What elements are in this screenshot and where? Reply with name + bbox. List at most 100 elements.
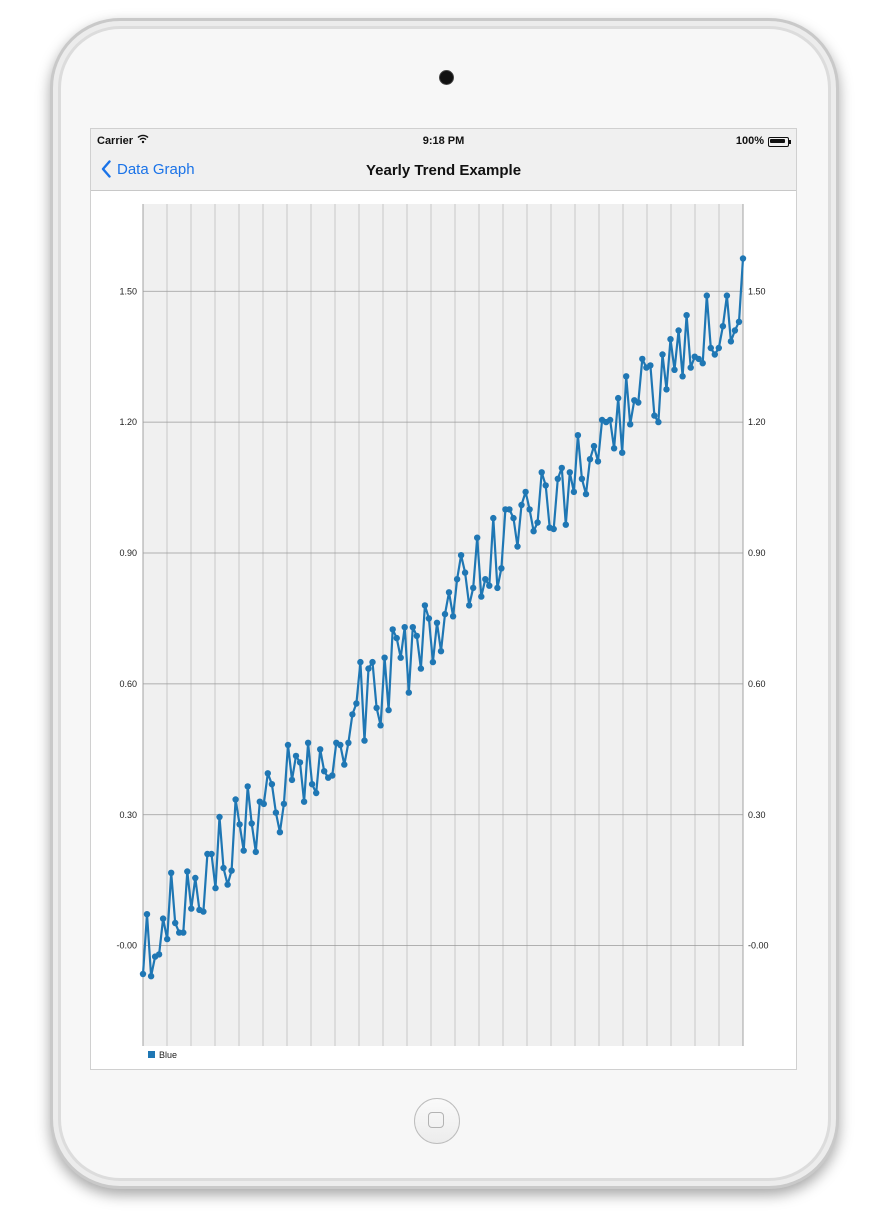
data-point	[288, 776, 296, 784]
data-point	[220, 864, 227, 872]
back-button-label: Data Graph	[117, 160, 195, 178]
data-point	[417, 665, 425, 672]
data-point	[687, 364, 694, 371]
data-point	[168, 869, 175, 876]
data-point	[711, 351, 718, 358]
data-point	[212, 884, 219, 892]
camera-icon	[440, 71, 453, 84]
home-square-icon	[428, 1112, 444, 1128]
data-point	[143, 911, 151, 918]
data-point	[590, 442, 598, 450]
data-point	[300, 798, 308, 805]
data-point	[224, 881, 231, 888]
y-tick-label-right: 1.50	[748, 286, 766, 296]
data-point	[252, 848, 259, 856]
data-point	[538, 469, 545, 476]
data-point	[236, 821, 243, 828]
status-bar: Carrier 9:18 PM 100%	[91, 129, 796, 153]
y-tick-label-left: -0.00	[116, 941, 137, 951]
data-point	[429, 658, 437, 666]
data-point	[345, 739, 352, 746]
y-tick-label-right: 0.60	[748, 679, 766, 689]
data-point	[280, 800, 288, 808]
legend-swatch	[148, 1051, 155, 1058]
data-point	[615, 394, 622, 402]
data-point	[727, 338, 735, 345]
data-point	[683, 312, 690, 319]
data-point	[474, 534, 481, 541]
data-point	[478, 593, 485, 600]
data-point	[550, 525, 557, 533]
data-point	[304, 739, 312, 746]
data-point	[421, 602, 429, 609]
data-point	[655, 418, 662, 426]
data-point	[679, 373, 686, 380]
data-point	[397, 654, 404, 661]
data-point	[365, 665, 372, 672]
home-button[interactable]	[414, 1098, 460, 1144]
data-point	[542, 482, 549, 489]
data-point	[276, 829, 284, 836]
data-point	[651, 412, 658, 419]
data-point	[445, 589, 453, 596]
data-point	[381, 654, 388, 661]
data-point	[663, 386, 670, 393]
data-point	[723, 292, 731, 299]
data-point	[401, 624, 408, 631]
data-point	[554, 475, 561, 482]
data-point	[578, 475, 586, 482]
data-point	[385, 706, 392, 714]
data-point	[498, 565, 505, 572]
data-point	[594, 458, 602, 465]
data-point	[228, 867, 235, 874]
data-point	[180, 929, 187, 936]
data-point	[739, 255, 747, 262]
data-point	[425, 615, 433, 622]
data-point	[377, 722, 384, 729]
data-point	[313, 789, 320, 797]
data-point	[188, 905, 195, 912]
data-point	[627, 421, 634, 428]
data-point	[147, 973, 155, 980]
back-button[interactable]: Data Graph	[101, 160, 195, 178]
data-point	[703, 292, 710, 299]
data-point	[735, 318, 743, 325]
data-point	[731, 327, 739, 334]
data-point	[341, 761, 348, 768]
data-point	[639, 355, 646, 363]
screen: Carrier 9:18 PM 100% Data Graph Yearly T…	[90, 128, 797, 1070]
data-point	[232, 796, 239, 803]
battery-percent: 100%	[735, 135, 764, 147]
data-point	[268, 781, 276, 788]
data-point	[248, 820, 255, 827]
data-point	[530, 528, 537, 535]
data-point	[619, 449, 626, 456]
data-point	[409, 624, 416, 631]
data-point	[514, 543, 521, 550]
data-point	[510, 514, 517, 522]
page-title: Yearly Trend Example	[365, 162, 522, 179]
data-point	[296, 759, 304, 766]
data-point	[715, 344, 722, 352]
data-point	[486, 582, 493, 589]
data-point	[482, 576, 489, 583]
data-point	[518, 501, 525, 509]
data-point	[699, 360, 706, 367]
y-tick-label-left: 0.90	[119, 548, 137, 558]
data-point	[337, 741, 344, 749]
data-point	[413, 632, 420, 640]
data-point	[437, 648, 445, 655]
data-point	[172, 919, 179, 927]
y-tick-label-left: 0.30	[119, 810, 137, 820]
data-point	[635, 399, 642, 406]
data-point	[534, 519, 541, 526]
data-point	[272, 809, 280, 816]
data-point	[308, 781, 316, 788]
data-point	[369, 658, 376, 666]
data-point	[659, 351, 666, 358]
data-point	[441, 610, 449, 618]
data-point	[317, 746, 324, 753]
y-tick-label-left: 1.50	[119, 286, 137, 296]
data-point	[566, 469, 573, 476]
data-point	[260, 800, 267, 808]
